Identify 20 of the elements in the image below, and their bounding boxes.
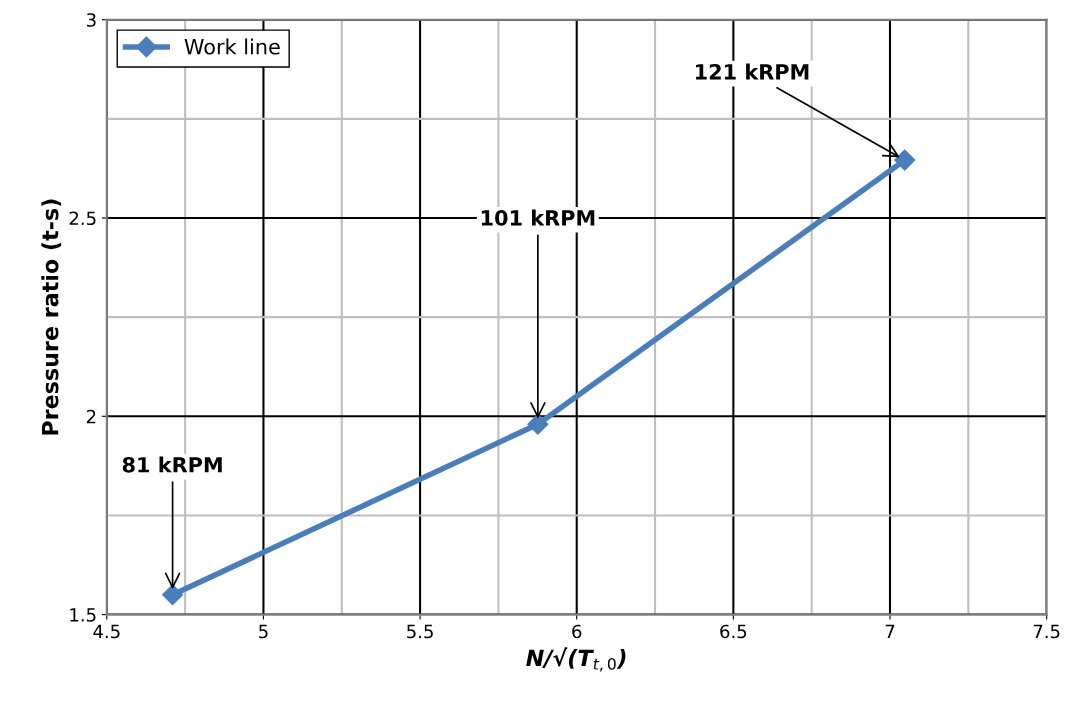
x-tick-label: 5.5 — [407, 624, 433, 639]
point — [162, 584, 184, 606]
y-tick-label: 2 — [86, 409, 96, 424]
y-axis-title: Pressure ratio (t-s) — [41, 199, 62, 435]
annotation: 81 kRPM — [122, 456, 222, 473]
x-tick-label: 7.5 — [1033, 624, 1060, 639]
y-tick-label: 3 — [86, 13, 96, 27]
x-tick-label: 5 — [259, 624, 268, 639]
y-tick-label: 2.5 — [69, 211, 96, 226]
point — [894, 149, 916, 171]
x-tick-label: 7 — [885, 624, 895, 639]
y-tick-label: 1.5 — [70, 608, 96, 622]
x-tick-label: 6 — [572, 624, 582, 639]
legend-label: Work line — [184, 38, 280, 55]
annotation: 101 kRPM — [481, 209, 595, 226]
x-tick-label: 6.5 — [720, 624, 747, 639]
x-axis-title: N/√(T$_{t,0}$) — [526, 647, 626, 672]
x-tick-label: 4.5 — [93, 624, 120, 639]
annotation: 121 kRPM — [695, 63, 809, 80]
point — [527, 413, 549, 435]
